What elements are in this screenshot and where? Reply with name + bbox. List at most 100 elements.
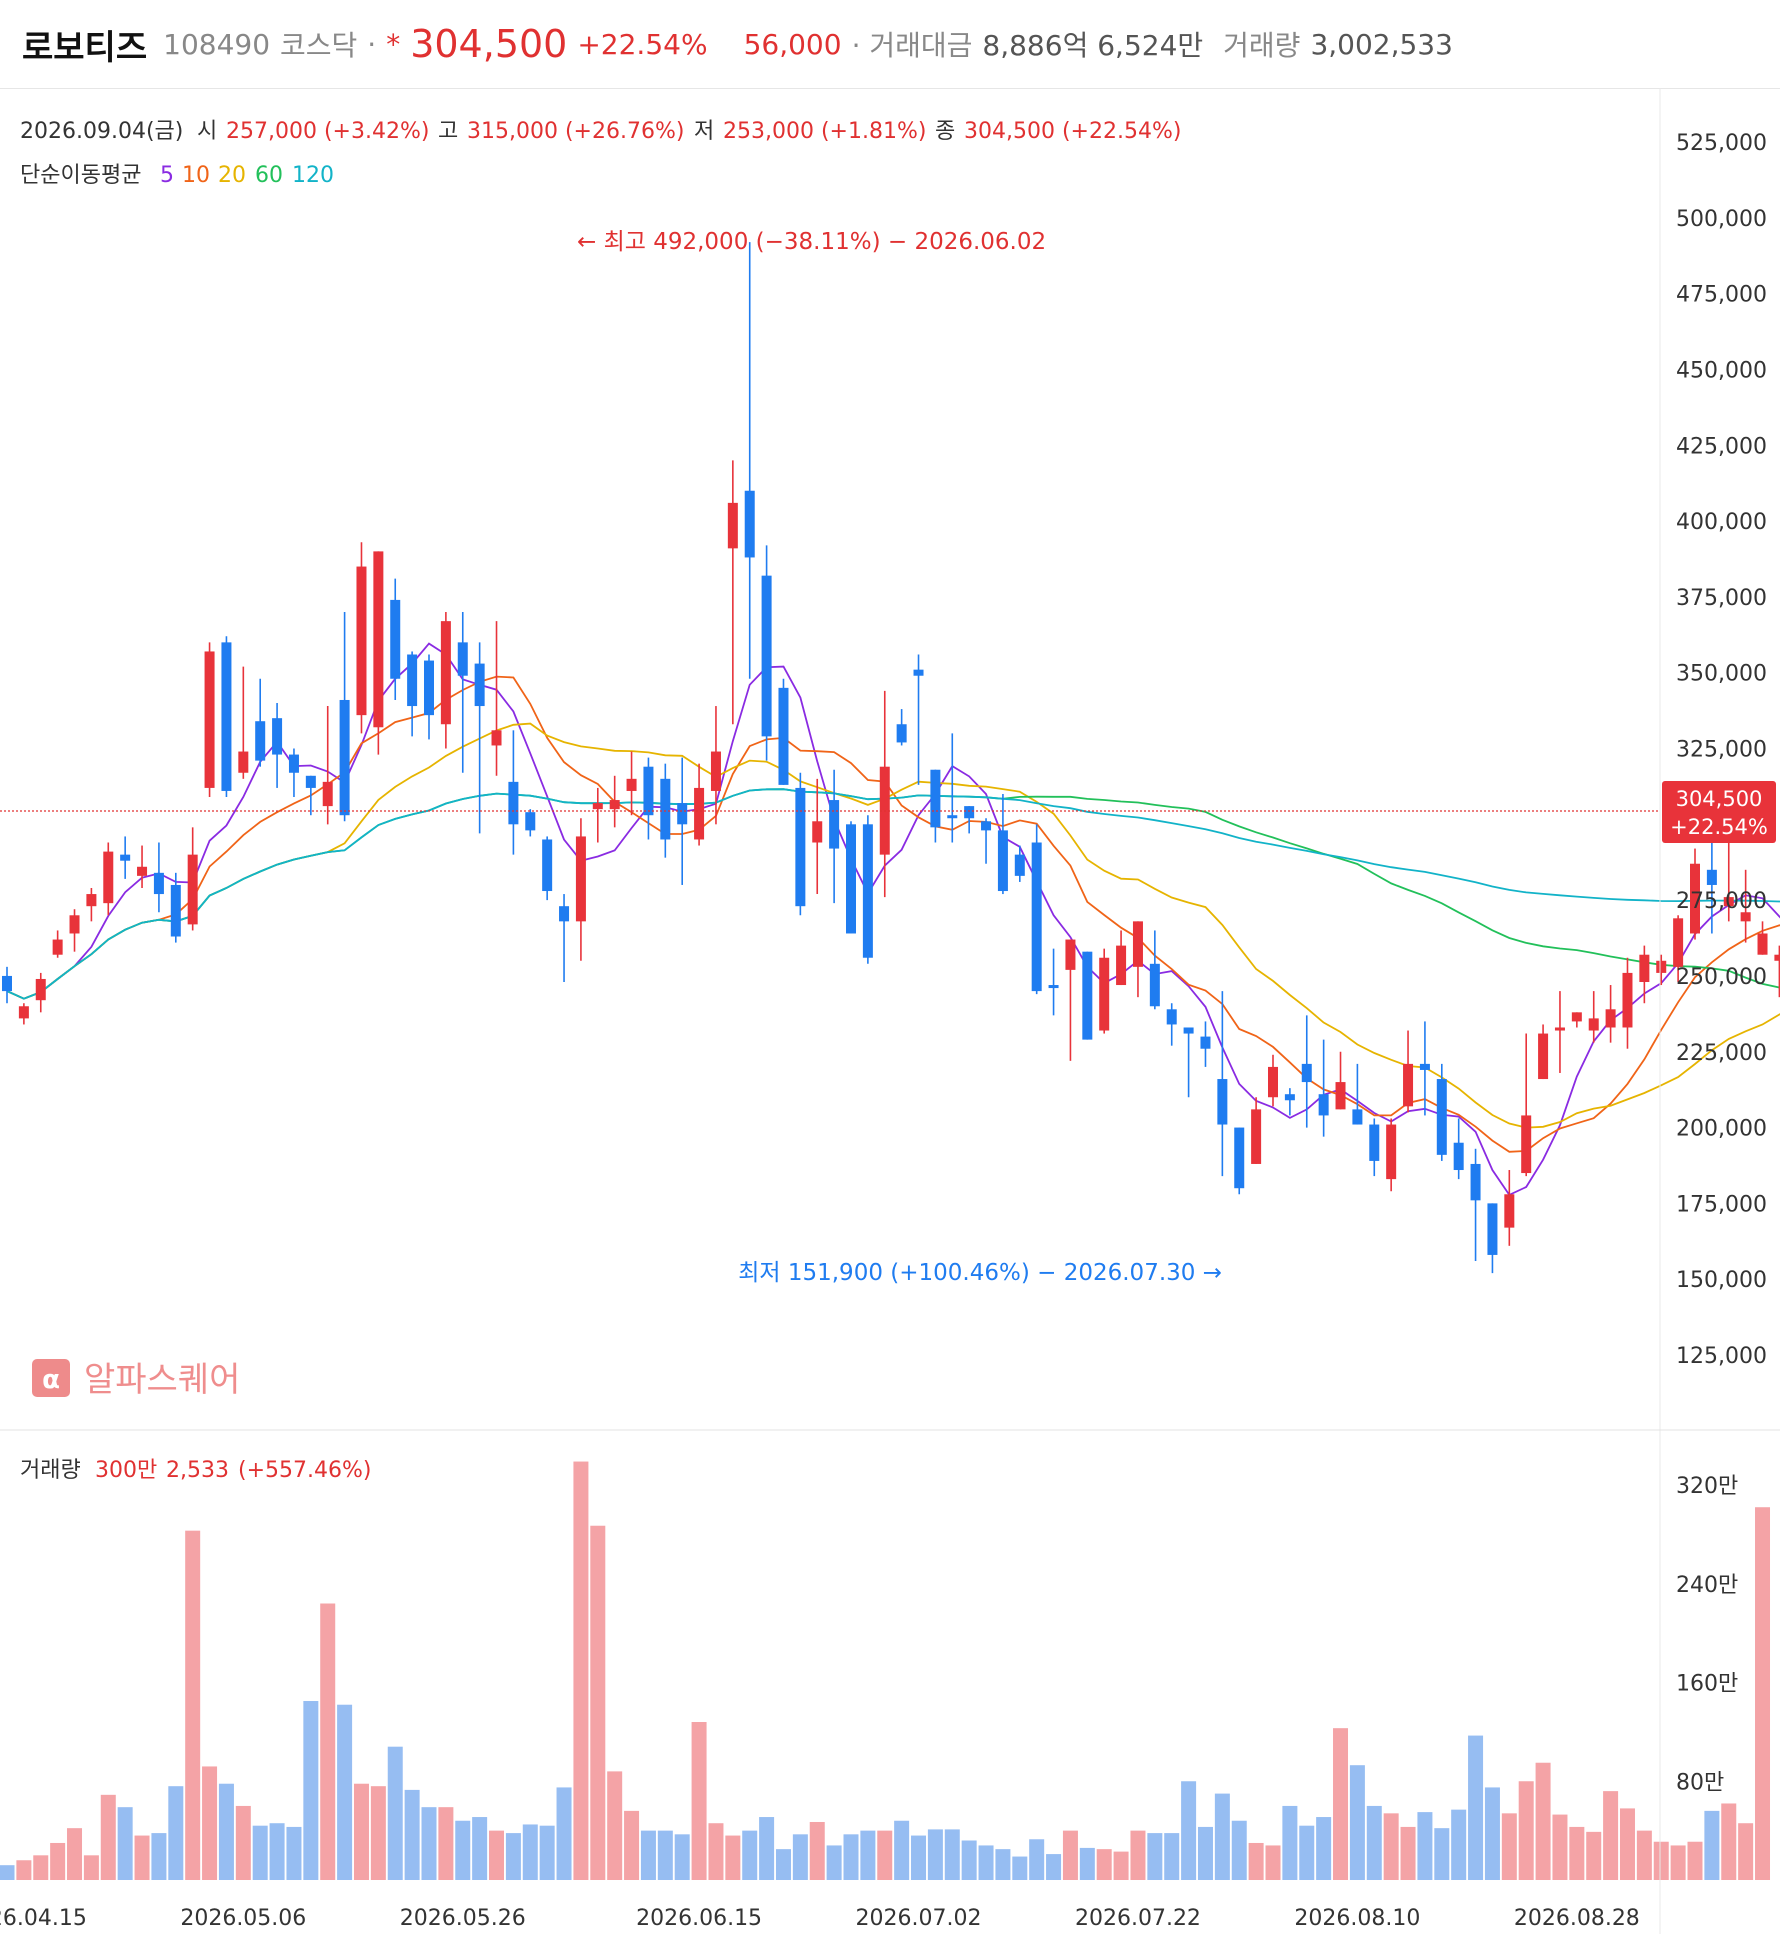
- volume-bar[interactable]: [1316, 1817, 1332, 1880]
- volume-bar[interactable]: [1197, 1826, 1213, 1880]
- candle[interactable]: [491, 621, 502, 776]
- volume-bar[interactable]: [387, 1746, 403, 1880]
- candle[interactable]: [1723, 839, 1734, 922]
- candle[interactable]: [457, 612, 468, 773]
- candle[interactable]: [896, 709, 907, 746]
- volume-bar[interactable]: [202, 1766, 218, 1880]
- candle[interactable]: [1487, 1203, 1498, 1274]
- candle[interactable]: [1166, 1003, 1177, 1046]
- volume-bar[interactable]: [117, 1807, 133, 1880]
- volume-bar[interactable]: [100, 1794, 116, 1880]
- volume-bar[interactable]: [421, 1807, 437, 1880]
- volume-bar[interactable]: [1147, 1833, 1163, 1880]
- candle[interactable]: [609, 775, 620, 828]
- candle[interactable]: [35, 972, 46, 1013]
- volume-bar[interactable]: [185, 1530, 201, 1880]
- candle[interactable]: [1622, 957, 1633, 1049]
- candle[interactable]: [120, 836, 131, 879]
- candle[interactable]: [288, 748, 299, 798]
- candle[interactable]: [812, 778, 823, 895]
- candle[interactable]: [103, 842, 114, 916]
- volume-bar[interactable]: [438, 1807, 454, 1880]
- volume-bar[interactable]: [792, 1834, 808, 1880]
- candle[interactable]: [1588, 991, 1599, 1043]
- volume-bar[interactable]: [1535, 1762, 1551, 1880]
- candle[interactable]: [879, 690, 890, 898]
- volume-bar[interactable]: [1046, 1854, 1062, 1880]
- candle[interactable]: [1436, 1063, 1447, 1161]
- candle[interactable]: [1251, 1097, 1262, 1164]
- volume-bar[interactable]: [1248, 1842, 1264, 1880]
- volume-bar[interactable]: [607, 1771, 623, 1880]
- volume-bar[interactable]: [1653, 1841, 1669, 1880]
- volume-bar[interactable]: [927, 1829, 943, 1880]
- candle[interactable]: [1284, 1088, 1295, 1116]
- volume-bar[interactable]: [1518, 1781, 1534, 1880]
- volume-bar[interactable]: [961, 1840, 977, 1881]
- volume-bar[interactable]: [674, 1834, 690, 1880]
- volume-bar[interactable]: [826, 1845, 842, 1880]
- candle[interactable]: [1301, 1015, 1312, 1128]
- candle[interactable]: [1757, 921, 1768, 955]
- candle[interactable]: [137, 845, 148, 888]
- volume-bar[interactable]: [303, 1701, 319, 1880]
- candle[interactable]: [710, 706, 721, 825]
- volume-bar[interactable]: [725, 1835, 741, 1880]
- volume-bar[interactable]: [691, 1722, 707, 1880]
- volume-bar[interactable]: [1738, 1823, 1754, 1880]
- volume-bar[interactable]: [320, 1603, 336, 1881]
- volume-bar[interactable]: [168, 1786, 184, 1880]
- volume-bar[interactable]: [775, 1849, 791, 1880]
- volume-bar[interactable]: [1501, 1813, 1517, 1880]
- candle[interactable]: [1774, 945, 1780, 998]
- candle[interactable]: [440, 612, 451, 749]
- candle[interactable]: [1132, 921, 1143, 998]
- candle[interactable]: [204, 642, 215, 798]
- candle[interactable]: [1403, 1030, 1414, 1113]
- volume-bar[interactable]: [286, 1826, 302, 1880]
- volume-bar[interactable]: [505, 1833, 521, 1880]
- volume-bar[interactable]: [708, 1823, 724, 1880]
- candle[interactable]: [69, 909, 80, 952]
- candle[interactable]: [1656, 954, 1667, 986]
- volume-bar[interactable]: [995, 1849, 1011, 1880]
- volume-bar[interactable]: [573, 1461, 589, 1880]
- candle[interactable]: [1082, 951, 1093, 1040]
- volume-bar[interactable]: [539, 1825, 555, 1880]
- volume-bar[interactable]: [1687, 1841, 1703, 1880]
- volume-bar[interactable]: [556, 1787, 572, 1880]
- candle[interactable]: [525, 809, 536, 837]
- volume-bar[interactable]: [624, 1810, 640, 1880]
- candle[interactable]: [727, 460, 738, 725]
- candle[interactable]: [1335, 1051, 1346, 1110]
- volume-bar[interactable]: [1029, 1839, 1045, 1880]
- volume-bar[interactable]: [1214, 1793, 1230, 1880]
- candle[interactable]: [1419, 1021, 1430, 1116]
- volume-bar[interactable]: [860, 1830, 876, 1880]
- volume-bar[interactable]: [911, 1835, 927, 1880]
- candle[interactable]: [778, 678, 789, 785]
- candle[interactable]: [1740, 869, 1751, 943]
- candle[interactable]: [964, 806, 975, 834]
- candle[interactable]: [947, 733, 958, 843]
- candle[interactable]: [1386, 1118, 1397, 1192]
- volume-bar[interactable]: [1164, 1833, 1180, 1880]
- volume-bar[interactable]: [590, 1525, 606, 1880]
- candle[interactable]: [1673, 915, 1684, 983]
- volume-bar[interactable]: [1265, 1845, 1281, 1880]
- volume-bar[interactable]: [1417, 1812, 1433, 1880]
- candle[interactable]: [1048, 948, 1059, 1016]
- volume-bar[interactable]: [944, 1829, 960, 1880]
- volume-bar[interactable]: [269, 1823, 285, 1880]
- volume-bar[interactable]: [1704, 1810, 1720, 1880]
- volume-bar[interactable]: [1670, 1845, 1686, 1880]
- candle[interactable]: [238, 666, 249, 779]
- volume-bar[interactable]: [1012, 1856, 1028, 1880]
- candle[interactable]: [1268, 1054, 1278, 1107]
- candle[interactable]: [170, 872, 181, 943]
- volume-bar[interactable]: [16, 1860, 32, 1880]
- candle[interactable]: [1200, 1021, 1211, 1067]
- volume-bar[interactable]: [1721, 1803, 1737, 1880]
- candle[interactable]: [846, 821, 856, 934]
